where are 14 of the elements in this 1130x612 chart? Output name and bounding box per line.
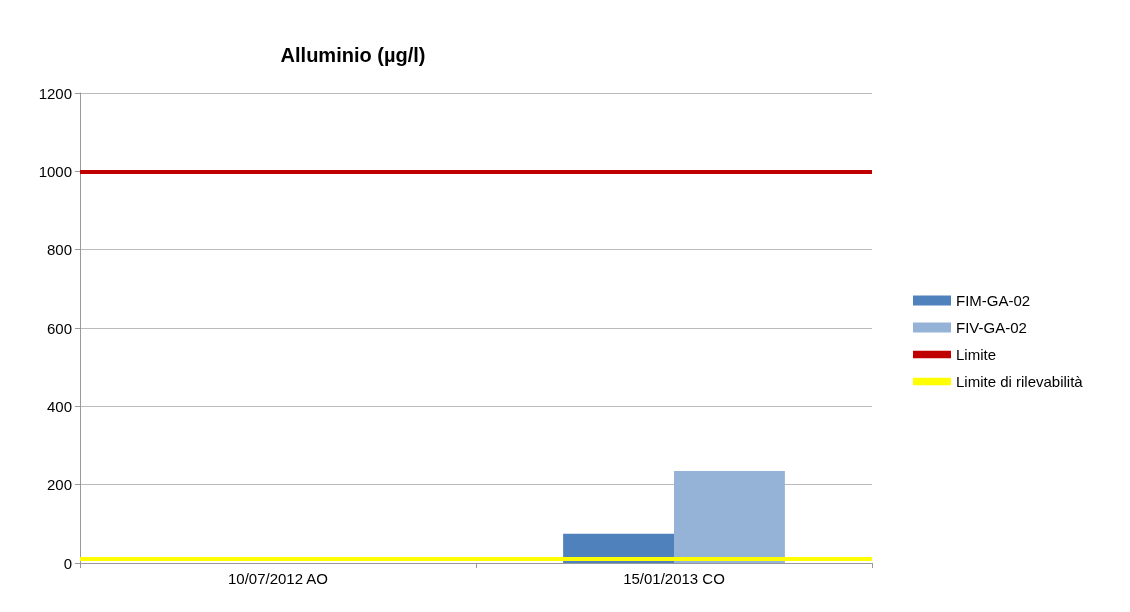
y-tick-label: 600	[46, 319, 72, 337]
x-tick-label: 10/07/2012 AO	[227, 570, 329, 587]
y-tick-label: 1200	[38, 84, 72, 102]
legend-label: FIM-GA-02	[956, 292, 1031, 309]
y-tick-label: 0	[63, 554, 72, 572]
legend-label: Limite	[956, 346, 997, 363]
legend-label: Limite di rilevabilità	[956, 373, 1084, 390]
chart-title: Alluminio (µg/l)	[280, 44, 426, 66]
x-tick-label: 15/01/2013 CO	[623, 570, 725, 587]
y-tick-label: 800	[46, 241, 72, 259]
y-tick-label: 1000	[38, 162, 72, 180]
y-tick-label: 200	[46, 476, 72, 494]
y-tick-label: 400	[46, 397, 72, 415]
legend-label: FIV-GA-02	[956, 319, 1027, 336]
